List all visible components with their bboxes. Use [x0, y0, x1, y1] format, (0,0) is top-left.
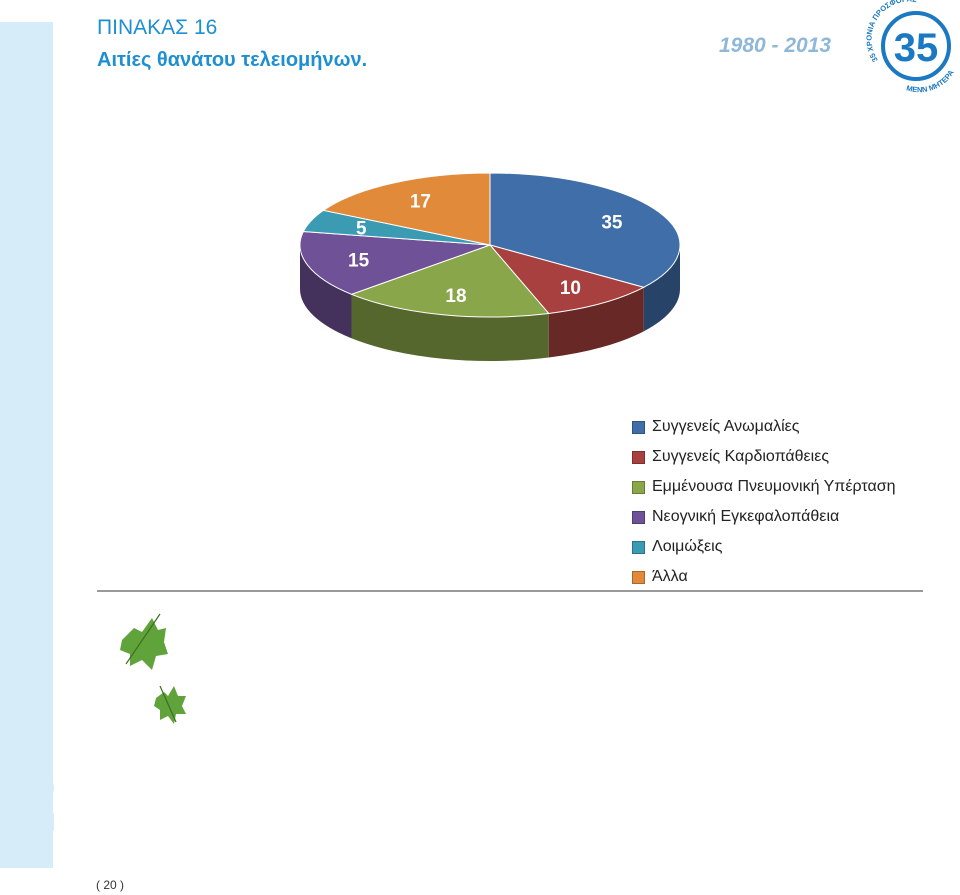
page-title: ΠΙΝΑΚΑΣ 16 — [97, 16, 218, 39]
leaf-icon — [120, 613, 168, 670]
pie-slice-value-label: 5 — [356, 218, 367, 239]
side-decor-strip — [0, 22, 53, 868]
legend-label: Συγγενείς Ανωμαλίες — [652, 418, 800, 435]
legend-item: Άλλα — [632, 562, 895, 592]
pie-slice — [489, 172, 681, 288]
pie-slice — [488, 244, 646, 315]
legend-swatch — [632, 510, 645, 524]
pie-top-group — [299, 172, 681, 318]
pie-slice-value-label: 10 — [560, 278, 581, 299]
anniversary-logo: 35 35 ΧΡΟΝΙΑ ΠΡΟΣΦΟΡΑΣ ΜΕΝΝ ΜΗΤΕΡΑ — [866, 0, 956, 94]
pie-slice — [299, 230, 491, 295]
logo-arc-bottom-text: ΜΕΝΝ ΜΗΤΕΡΑ — [905, 68, 956, 94]
chart-legend: Συγγενείς Ανωμαλίες Συγγενείς Καρδιοπάθε… — [632, 412, 895, 592]
legend-label: Άλλα — [652, 568, 688, 585]
section-divider — [97, 590, 923, 592]
leaf-icon — [154, 685, 186, 724]
pie-slice-side — [548, 287, 644, 358]
page-subtitle: Αιτίες θανάτου τελειομήνων. — [97, 49, 368, 71]
svg-text:ΜΕΝΝ ΜΗΤΕΡΑ: ΜΕΝΝ ΜΗΤΕΡΑ — [905, 68, 956, 94]
legend-swatch — [632, 480, 645, 494]
pie-slice — [350, 244, 550, 318]
page-number: ( 20 ) — [96, 878, 125, 892]
cloud-decoration — [16, 772, 54, 838]
pie-slice-value-label: 15 — [348, 251, 370, 272]
pie-slice-value-label: 18 — [445, 286, 466, 307]
pie-slice-value-label: 17 — [410, 191, 431, 212]
legend-label: Νεογνική Εγκεφαλοπάθεια — [652, 508, 840, 525]
legend-swatch — [632, 540, 645, 554]
legend-item: Νεογνική Εγκεφαλοπάθεια — [632, 502, 895, 532]
legend-swatch — [632, 420, 645, 434]
legend-label: Εμμένουσα Πνευμονική Υπέρταση — [652, 478, 896, 495]
year-range: 1980 - 2013 — [719, 34, 832, 57]
legend-swatch — [632, 450, 645, 464]
legend-swatch — [632, 570, 645, 584]
pie-labels: 35 10 18 15 5 17 — [348, 191, 623, 307]
logo-number: 35 — [894, 26, 939, 70]
pie-slice-side — [300, 245, 352, 339]
pie-side-group — [300, 245, 680, 361]
pie-slice — [322, 172, 491, 246]
pie-chart: 35 10 18 15 5 17 — [299, 172, 681, 361]
legend-label: Λοιμώξεις — [652, 538, 723, 555]
pie-slice-side — [643, 245, 680, 332]
legend-item: Συγγενείς Ανωμαλίες — [632, 412, 895, 442]
legend-item: Εμμένουσα Πνευμονική Υπέρταση — [632, 472, 895, 502]
legend-label: Συγγενείς Καρδιοπάθειες — [652, 448, 830, 465]
pie-slice-side — [351, 294, 549, 361]
leaf-decoration — [120, 613, 186, 724]
legend-item: Συγγενείς Καρδιοπάθειες — [632, 442, 895, 472]
pie-slice-value-label: 35 — [601, 213, 623, 234]
legend-item: Λοιμώξεις — [632, 532, 895, 562]
